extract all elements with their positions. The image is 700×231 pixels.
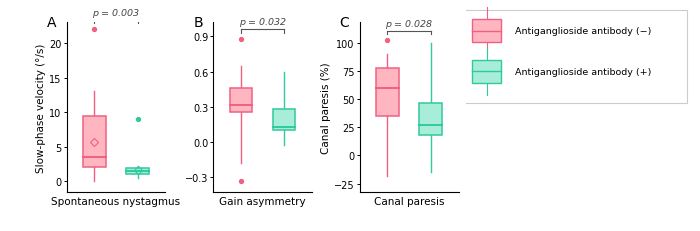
Bar	[377, 69, 399, 116]
Text: p = 0.003: p = 0.003	[92, 9, 139, 18]
Y-axis label: Canal paresis (%): Canal paresis (%)	[321, 62, 331, 153]
FancyBboxPatch shape	[463, 11, 687, 104]
Text: p = 0.028: p = 0.028	[386, 20, 433, 29]
Bar	[83, 116, 106, 168]
Text: C: C	[340, 16, 349, 30]
Y-axis label: Slow-phase velocity (°/s): Slow-phase velocity (°/s)	[36, 43, 46, 172]
Text: p = 0.032: p = 0.032	[239, 18, 286, 27]
Bar	[419, 104, 442, 136]
Text: B: B	[193, 16, 203, 30]
Text: Antiganglioside antibody (+): Antiganglioside antibody (+)	[514, 67, 651, 76]
X-axis label: Spontaneous nystagmus: Spontaneous nystagmus	[51, 196, 181, 206]
Text: A: A	[47, 16, 56, 30]
Bar	[273, 110, 295, 131]
Bar	[473, 60, 501, 84]
X-axis label: Gain asymmetry: Gain asymmetry	[219, 196, 306, 206]
Bar	[473, 20, 501, 43]
Bar	[126, 168, 148, 174]
Bar	[230, 89, 252, 112]
Text: Antiganglioside antibody (−): Antiganglioside antibody (−)	[514, 27, 651, 36]
X-axis label: Canal paresis: Canal paresis	[374, 196, 444, 206]
